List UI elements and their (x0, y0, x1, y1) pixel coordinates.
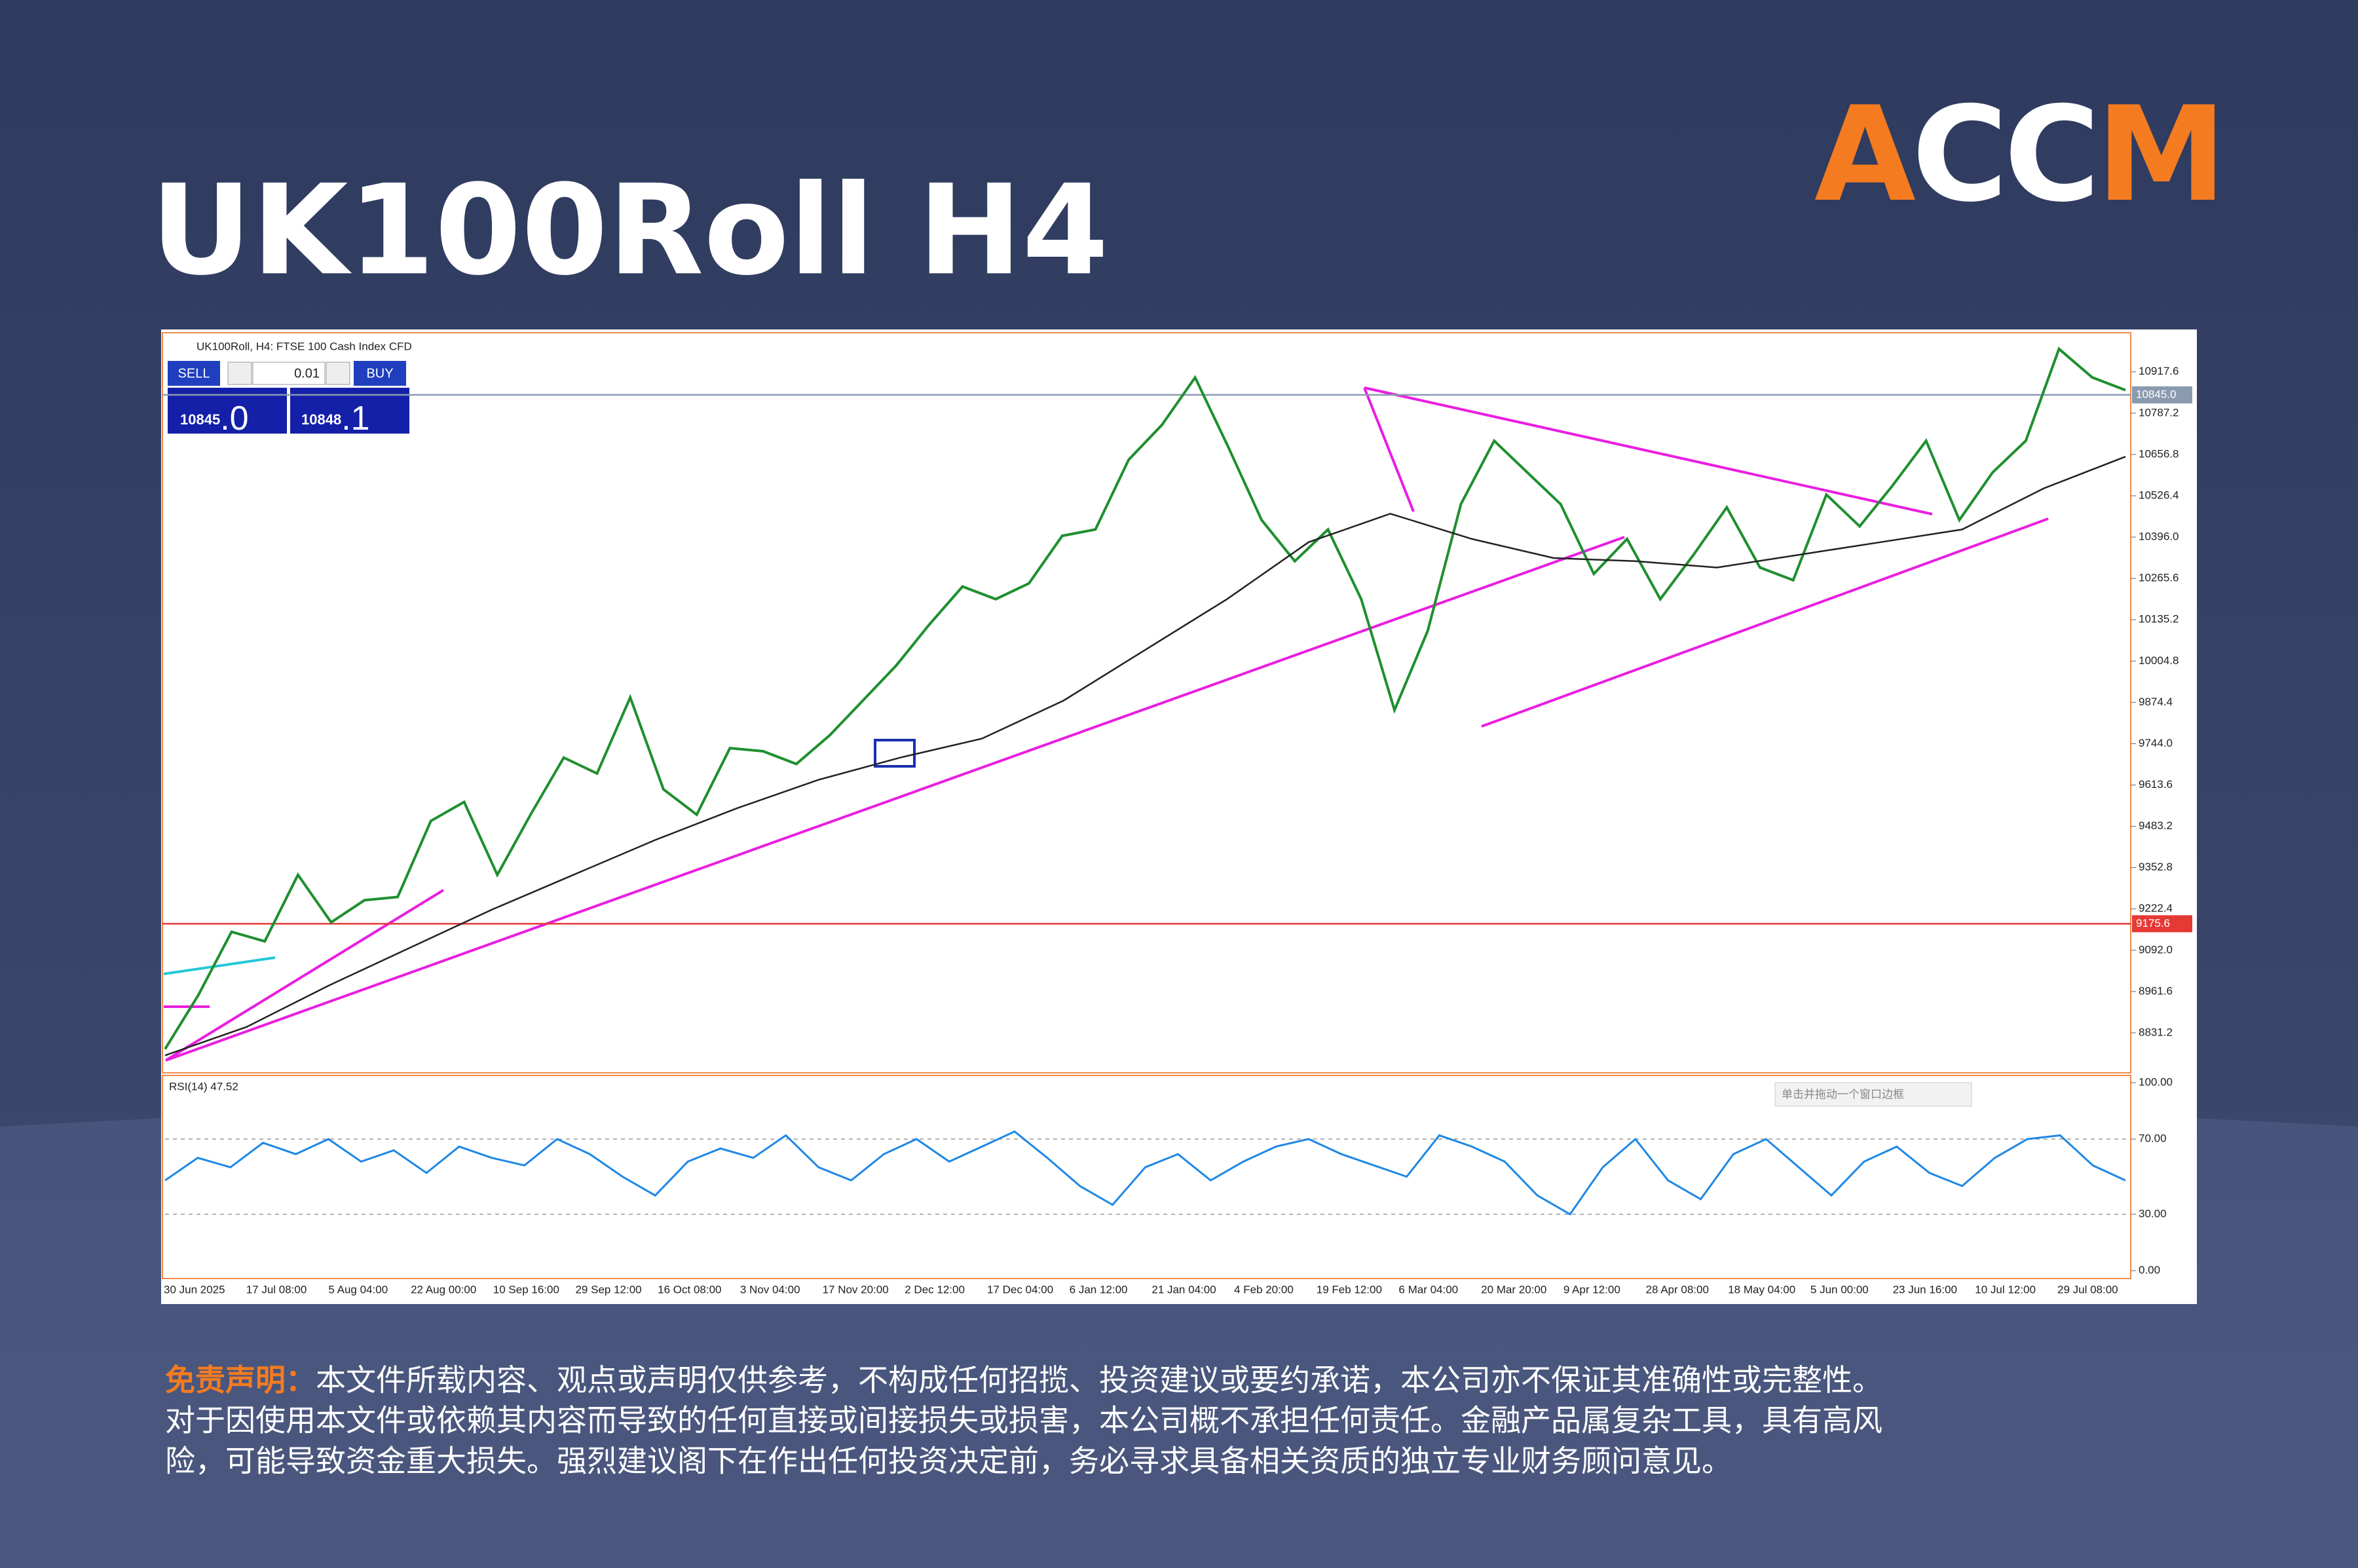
buy-price-frac: .1 (341, 400, 369, 438)
price-series (164, 346, 2126, 1050)
x-tick-label: 10 Jul 12:00 (1975, 1283, 2036, 1296)
y-tick-label: 10004.8 (2139, 654, 2179, 667)
tooltip: 单击并拖动一个窗口边框 (1782, 1088, 1904, 1100)
logo: ACCM (1814, 79, 2222, 231)
y-tick-label: 10917.6 (2139, 365, 2179, 377)
lot-up[interactable] (326, 362, 350, 385)
y-tick-label: 10526.4 (2139, 489, 2179, 501)
price-marker-label: 9175.6 (2136, 917, 2170, 929)
highlight-box (874, 739, 916, 768)
trendline (1481, 517, 2049, 728)
y-tick-label: 9092.0 (2139, 943, 2173, 956)
x-tick-label: 9 Apr 12:00 (1563, 1283, 1620, 1296)
trendline (1363, 387, 1415, 512)
logo-part: M (2096, 79, 2222, 231)
rsi-tick-label: 0.00 (2139, 1263, 2160, 1276)
sell-price-frac: .0 (220, 400, 248, 438)
rsi-tick-label: 30.00 (2139, 1207, 2167, 1220)
disclaimer-line: 免责声明：本文件所载内容、观点或声明仅供参考，不构成任何招揽、投资建议或要约承诺… (165, 1362, 1882, 1398)
rsi-tick-label: 70.00 (2139, 1132, 2167, 1145)
buy-button[interactable] (354, 361, 406, 386)
rsi-pane (162, 1075, 2131, 1279)
x-tick-label: 28 Apr 08:00 (1646, 1283, 1709, 1296)
y-tick-label: 8831.2 (2139, 1026, 2173, 1038)
price-marker (2132, 915, 2192, 933)
trendline (1364, 386, 1933, 515)
y-tick-label: 10787.2 (2139, 406, 2179, 419)
x-tick-label: 16 Oct 08:00 (658, 1283, 721, 1296)
x-tick-label: 17 Nov 20:00 (823, 1283, 889, 1296)
disclaimer-line: 对于因使用本文件或依赖其内容而导致的任何直接或间接损失或损害，本公司概不承担任何… (165, 1403, 1882, 1438)
disclaimer-text: 本文件所载内容、观点或声明仅供参考，不构成任何招揽、投资建议或要约承诺，本公司亦… (316, 1362, 1882, 1398)
x-tick-label: 17 Jul 08:00 (246, 1283, 307, 1296)
trendline (164, 889, 445, 1062)
buy-price-main: 10848 (301, 411, 341, 428)
x-tick-label: 3 Nov 04:00 (740, 1283, 800, 1296)
y-tick-label: 9744.0 (2139, 737, 2173, 749)
y-tick-label: 10396.0 (2139, 531, 2179, 543)
price-marker-label: 10845.0 (2136, 388, 2176, 400)
disclaimer-line: 险，可能导致资金重大损失。强烈建议阁下在作出任何投资决定前，务必寻求具备相关资质… (165, 1444, 1732, 1479)
sell-label: SELL (178, 366, 210, 381)
lot-input[interactable] (252, 362, 326, 385)
x-tick-label: 30 Jun 2025 (164, 1283, 225, 1296)
y-tick-label: 9613.6 (2139, 778, 2173, 791)
price-series (164, 456, 2126, 1056)
sell-button[interactable] (168, 361, 220, 386)
logo-part: CC (1912, 79, 2097, 231)
lot-down[interactable] (227, 362, 252, 385)
lot-value: 0.01 (294, 366, 320, 381)
y-tick-label: 9352.8 (2139, 861, 2173, 873)
trendlines (164, 386, 2049, 1062)
sell-price-main: 10845 (180, 411, 220, 428)
y-tick-label: 10265.6 (2139, 572, 2179, 584)
x-tick-label: 29 Sep 12:00 (575, 1283, 641, 1296)
disclaimer-label: 免责声明： (165, 1362, 316, 1398)
x-tick-label: 4 Feb 20:00 (1234, 1283, 1294, 1296)
trendline (165, 536, 1625, 1062)
x-tick-label: 10 Sep 16:00 (493, 1283, 559, 1296)
x-tick-label: 5 Aug 04:00 (328, 1283, 388, 1296)
x-tick-label: 29 Jul 08:00 (2057, 1283, 2118, 1296)
x-tick-label: 23 Jun 16:00 (1893, 1283, 1957, 1296)
y-tick-label: 9874.4 (2139, 696, 2173, 708)
x-tick-label: 18 May 04:00 (1728, 1283, 1795, 1296)
buy-price: 10848.1 (301, 400, 370, 438)
x-tick-label: 21 Jan 04:00 (1151, 1283, 1216, 1296)
price-pane (162, 332, 2131, 1073)
y-tick-label: 10656.8 (2139, 447, 2179, 460)
x-tick-label: 19 Feb 12:00 (1317, 1283, 1382, 1296)
y-tick-label: 10135.2 (2139, 613, 2179, 625)
symbol-label: UK100Roll, H4: FTSE 100 Cash Index CFD (196, 340, 412, 352)
x-tick-label: 17 Dec 04:00 (987, 1283, 1053, 1296)
tooltip-box (1774, 1082, 1972, 1107)
x-tick-label: 5 Jun 00:00 (1810, 1283, 1869, 1296)
y-tick-label: 9222.4 (2139, 902, 2173, 914)
x-tick-label: 22 Aug 00:00 (411, 1283, 476, 1296)
logo-part: A (1814, 79, 1915, 231)
trendline (163, 956, 276, 975)
x-tick-label: 6 Mar 04:00 (1398, 1283, 1458, 1296)
y-tick-label: 9483.2 (2139, 819, 2173, 832)
sell-price: 10845.0 (180, 400, 249, 438)
title: UK100Roll H4 (151, 158, 1109, 303)
x-tick-label: 6 Jan 12:00 (1070, 1283, 1128, 1296)
chart-panel (161, 329, 2197, 1304)
x-tick-label: 2 Dec 12:00 (905, 1283, 965, 1296)
price-marker (2132, 386, 2192, 403)
x-tick-label: 20 Mar 20:00 (1481, 1283, 1546, 1296)
buy-label: BUY (366, 366, 393, 381)
y-tick-label: 8961.6 (2139, 984, 2173, 997)
rsi-line (164, 1130, 2126, 1216)
rsi-label: RSI(14) 47.52 (169, 1080, 238, 1092)
rsi-tick-label: 100.00 (2139, 1075, 2173, 1088)
